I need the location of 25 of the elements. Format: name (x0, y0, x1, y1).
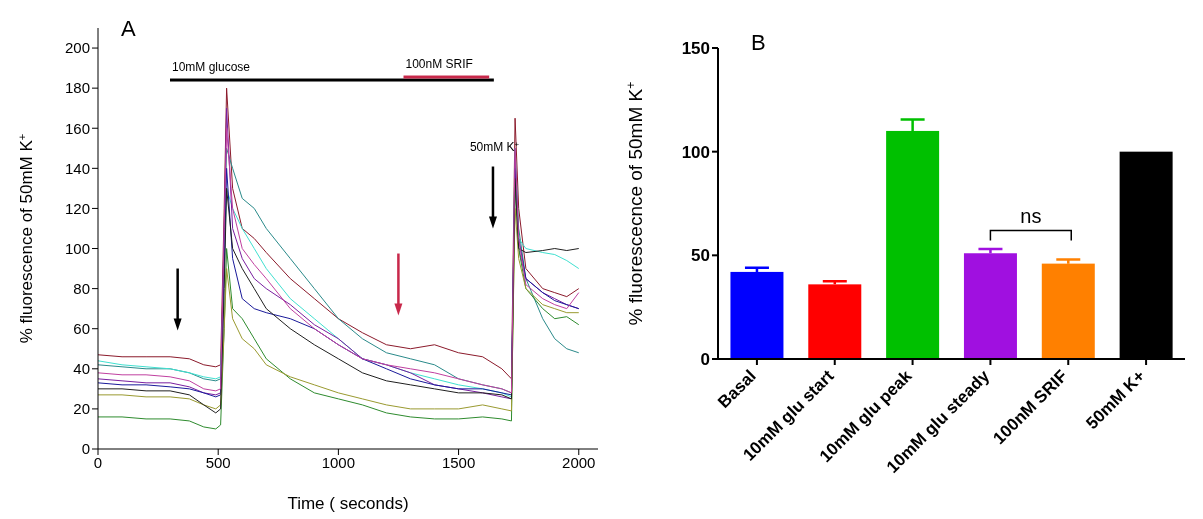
y-tick-label: 50 (691, 246, 710, 266)
x-tick-label: 500 (205, 453, 231, 471)
y-tick-label: 40 (73, 360, 90, 378)
x-axis-title: Time ( seconds) (287, 494, 409, 513)
x-tick-label: 2000 (562, 453, 596, 471)
y-tick-label: 100 (64, 239, 90, 257)
y-tick-label: 200 (64, 39, 90, 57)
y-tick-label: 120 (64, 199, 90, 217)
x-tick-label: 1000 (321, 453, 356, 471)
chart-title: A (121, 16, 136, 42)
y-tick-label: 180 (64, 79, 90, 97)
annotation: ns (1020, 204, 1042, 227)
chart-title: B (751, 30, 766, 56)
y-tick-label: 100 (681, 142, 710, 162)
y-tick-label: 80 (73, 279, 90, 297)
y-tick-label: 160 (64, 119, 90, 137)
x-tick-label: 1500 (441, 453, 476, 471)
y-tick-label: 150 (681, 39, 710, 59)
y-tick-label: 140 (64, 159, 90, 177)
y-tick-label: 20 (73, 400, 90, 418)
x-tick-label: 0 (93, 453, 103, 471)
y-tick-label: 0 (700, 350, 710, 370)
annotation: 100nM SRIF (405, 56, 473, 71)
annotation: 10mM glucose (172, 59, 251, 74)
y-tick-label: 60 (73, 320, 90, 338)
